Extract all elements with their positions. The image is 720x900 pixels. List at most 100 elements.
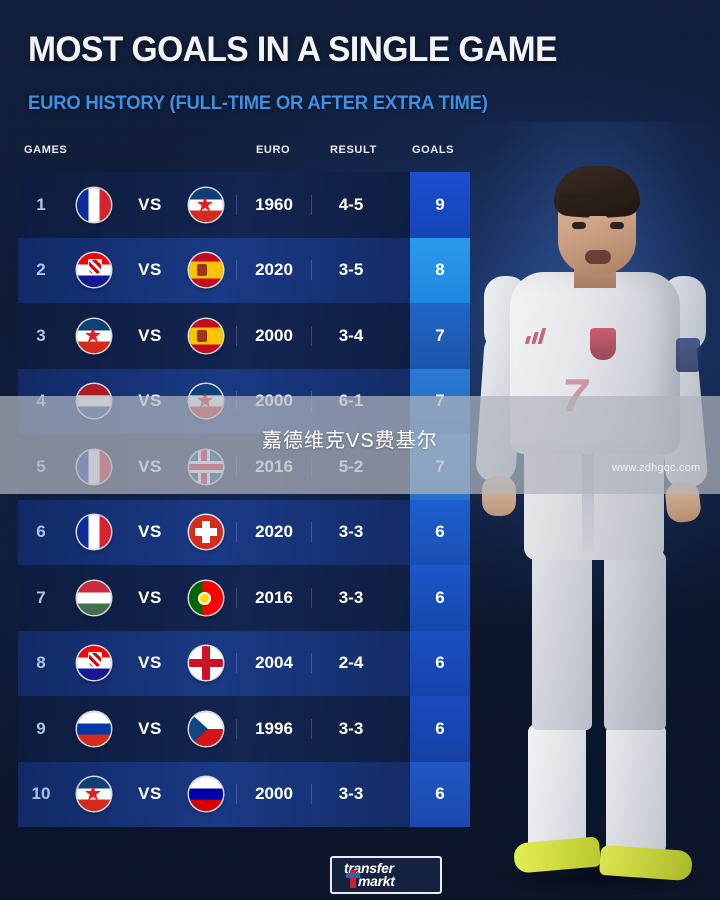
team-b-flag	[176, 580, 236, 615]
column-header-games: GAMES	[24, 144, 68, 156]
row-euro-year: 2000	[236, 325, 311, 346]
row-euro-year: 2004	[236, 653, 311, 674]
table-row[interactable]: 1 VS 1960 4-5 9	[18, 172, 470, 238]
team-a-flag	[64, 187, 124, 222]
team-b-flag	[176, 187, 236, 222]
player-leg-left	[532, 550, 592, 730]
table-row[interactable]: 2 VS 2020 3-5 8	[18, 237, 470, 303]
flag-icon-yu	[77, 318, 111, 353]
row-rank: 1	[36, 194, 46, 214]
vs-label: VS	[138, 587, 162, 607]
flag-icon-hu	[77, 580, 111, 615]
table-row[interactable]: 7 VS 2016 3-3 6	[18, 565, 470, 631]
row-result: 3-3	[311, 587, 390, 608]
flag-icon-fr	[77, 515, 111, 550]
player-eye-left	[572, 222, 586, 229]
column-header-euro: EURO	[256, 144, 291, 156]
team-b-flag	[176, 777, 236, 812]
team-b-flag	[176, 646, 236, 681]
table-row[interactable]: 10 VS 2000 3-3 6	[18, 761, 470, 827]
table-row[interactable]: 6 VS 2020 3-3 6	[18, 499, 470, 565]
row-result: 3-5	[311, 260, 390, 281]
flag-icon-fr	[77, 187, 111, 222]
armillary-icon	[198, 591, 211, 605]
transfermarkt-logo: transfer markt	[330, 856, 442, 894]
team-a-flag	[64, 318, 124, 353]
row-rank: 6	[36, 522, 46, 542]
coat-of-arms-icon	[197, 264, 207, 277]
team-b-flag	[176, 253, 236, 288]
row-rank: 10	[31, 784, 51, 804]
vs-label: VS	[138, 718, 162, 738]
table-row[interactable]: 3 VS 2000 3-4 7	[18, 303, 470, 369]
jersey-brand-icon	[524, 328, 548, 344]
player-eye-right	[610, 222, 624, 229]
logo-mark-icon	[346, 870, 360, 888]
row-goals: 6	[410, 630, 470, 696]
flag-icon-es	[189, 318, 223, 353]
team-b-flag	[176, 318, 236, 353]
column-header-result: RESULT	[330, 144, 377, 156]
flag-icon-ru	[77, 711, 111, 746]
flag-icon-cz	[189, 711, 223, 746]
watermark-text: 嘉德维克VS费基尔	[262, 430, 438, 452]
row-goals: 7	[410, 303, 470, 369]
player-photo: 7	[440, 122, 720, 900]
flag-icon-si	[189, 777, 223, 812]
row-euro-year: 1996	[236, 718, 311, 739]
team-b-flag	[176, 711, 236, 746]
row-result: 3-3	[311, 784, 390, 805]
vs-label: VS	[138, 522, 162, 542]
jersey-sleeve-badge-icon	[676, 338, 700, 372]
row-rank: 8	[36, 653, 46, 673]
row-rank: 3	[36, 325, 46, 345]
table-row[interactable]: 8 VS 2004 2-4 6	[18, 630, 470, 696]
wedge-shape	[189, 711, 208, 746]
watermark-url: www.zdhgqc.com	[612, 462, 701, 474]
vs-label: VS	[138, 260, 162, 280]
row-euro-year: 2020	[236, 260, 311, 281]
player-boot-right	[599, 844, 693, 882]
row-rank: 7	[36, 587, 46, 607]
team-a-flag	[64, 580, 124, 615]
flag-icon-hr	[77, 253, 111, 288]
row-goals: 6	[410, 499, 470, 565]
flag-icon-yu	[189, 187, 223, 222]
player-leg-right	[604, 550, 666, 730]
row-goals: 6	[410, 565, 470, 631]
row-goals: 8	[410, 237, 470, 303]
vs-label: VS	[138, 784, 162, 804]
checkerboard-icon	[88, 259, 102, 276]
player-hair	[554, 166, 640, 216]
row-euro-year: 1960	[236, 194, 311, 215]
player-mouth	[585, 250, 611, 264]
team-a-flag	[64, 515, 124, 550]
flag-icon-hr	[77, 646, 111, 681]
player-sock-right	[606, 724, 666, 854]
team-a-flag	[64, 711, 124, 746]
jersey-crest-icon	[590, 328, 616, 360]
vs-label: VS	[138, 194, 162, 214]
flag-icon-yu	[77, 777, 111, 812]
team-a-flag	[64, 253, 124, 288]
row-euro-year: 2000	[236, 784, 311, 805]
row-goals: 6	[410, 761, 470, 827]
table-header-row: GAMES EURO RESULT GOALS	[0, 144, 470, 166]
ranking-table: 1VS19604-592VS20203-583VS20003-474VS2000…	[18, 172, 470, 827]
team-a-flag	[64, 777, 124, 812]
row-euro-year: 2016	[236, 587, 311, 608]
page-subtitle: EURO HISTORY (FULL-TIME OR AFTER EXTRA T…	[28, 93, 488, 114]
table-row[interactable]: 9 VS 1996 3-3 6	[18, 696, 470, 762]
row-result: 2-4	[311, 653, 390, 674]
checkerboard-icon	[88, 652, 102, 669]
team-b-flag	[176, 515, 236, 550]
row-euro-year: 2020	[236, 522, 311, 543]
flag-icon-pt	[189, 580, 223, 615]
column-header-goals: GOALS	[412, 144, 455, 156]
logo-line-1: transfer	[344, 860, 394, 876]
logo-line-2: markt	[358, 873, 395, 889]
flag-icon-en	[189, 646, 223, 681]
vs-label: VS	[138, 653, 162, 673]
vs-label: VS	[138, 325, 162, 345]
row-result: 4-5	[311, 194, 390, 215]
